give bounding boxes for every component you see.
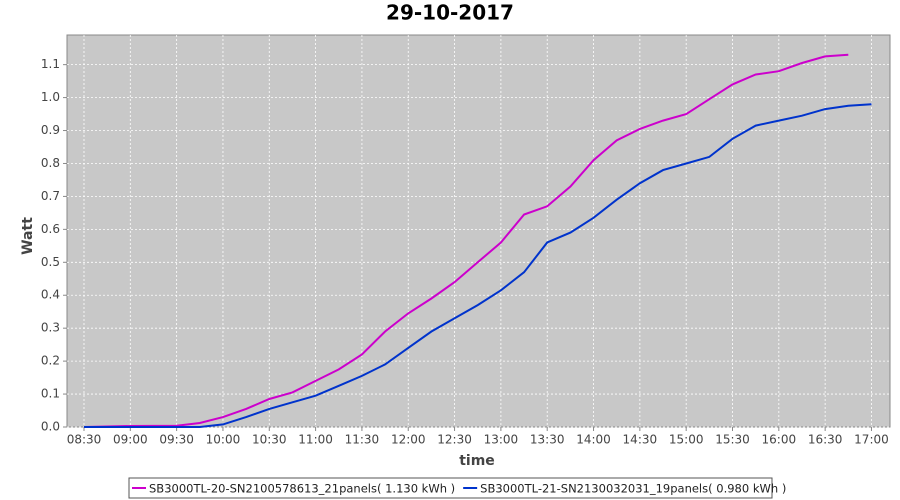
series-line xyxy=(84,103,872,428)
x-tick-label: 11:00 xyxy=(298,433,333,447)
x-axis-label: time xyxy=(459,453,495,469)
x-tick-label: 13:30 xyxy=(530,433,565,447)
x-tick-label: 15:00 xyxy=(669,433,704,447)
y-tick-label: 0.9 xyxy=(41,123,60,137)
x-tick-label: 17:00 xyxy=(854,433,889,447)
y-tick-label: 0.2 xyxy=(41,354,60,368)
y-axis-label: Watt xyxy=(20,217,36,255)
x-tick-label: 14:00 xyxy=(576,433,611,447)
plot-area xyxy=(66,34,891,428)
x-tick-label: 15:30 xyxy=(715,433,750,447)
y-tick-label: 0.7 xyxy=(41,189,60,203)
x-tick-label: 09:00 xyxy=(113,433,148,447)
legend-label: SB3000TL-20-SN2100578613_21panels( 1.130… xyxy=(149,482,455,496)
x-tick-label: 10:00 xyxy=(206,433,241,447)
legend xyxy=(128,477,773,499)
y-tick-label: 1.0 xyxy=(41,90,60,104)
x-tick-label: 12:30 xyxy=(437,433,472,447)
x-tick-label: 11:30 xyxy=(345,433,380,447)
x-tick-label: 16:30 xyxy=(808,433,843,447)
x-tick-label: 09:30 xyxy=(159,433,194,447)
x-tick-label: 13:00 xyxy=(484,433,519,447)
x-tick-label: 08:30 xyxy=(67,433,102,447)
legend-label: SB3000TL-21-SN2130032031_19panels( 0.980… xyxy=(480,482,786,496)
x-tick-label: 10:30 xyxy=(252,433,287,447)
x-tick-label: 16:00 xyxy=(762,433,797,447)
x-tick-label: 14:30 xyxy=(623,433,658,447)
y-tick-label: 0.3 xyxy=(41,321,60,335)
chart-title: 29-10-2017 xyxy=(386,1,514,25)
y-tick-label: 0.6 xyxy=(41,222,60,236)
y-tick-label: 0.8 xyxy=(41,156,60,170)
series-line xyxy=(83,53,849,428)
x-tick-label: 12:00 xyxy=(391,433,426,447)
y-tick-label: 0.1 xyxy=(41,387,60,401)
y-tick-label: 0.0 xyxy=(41,420,60,434)
y-tick-label: 1.1 xyxy=(41,57,60,71)
y-tick-label: 0.5 xyxy=(41,255,60,269)
y-tick-label: 0.4 xyxy=(41,288,60,302)
